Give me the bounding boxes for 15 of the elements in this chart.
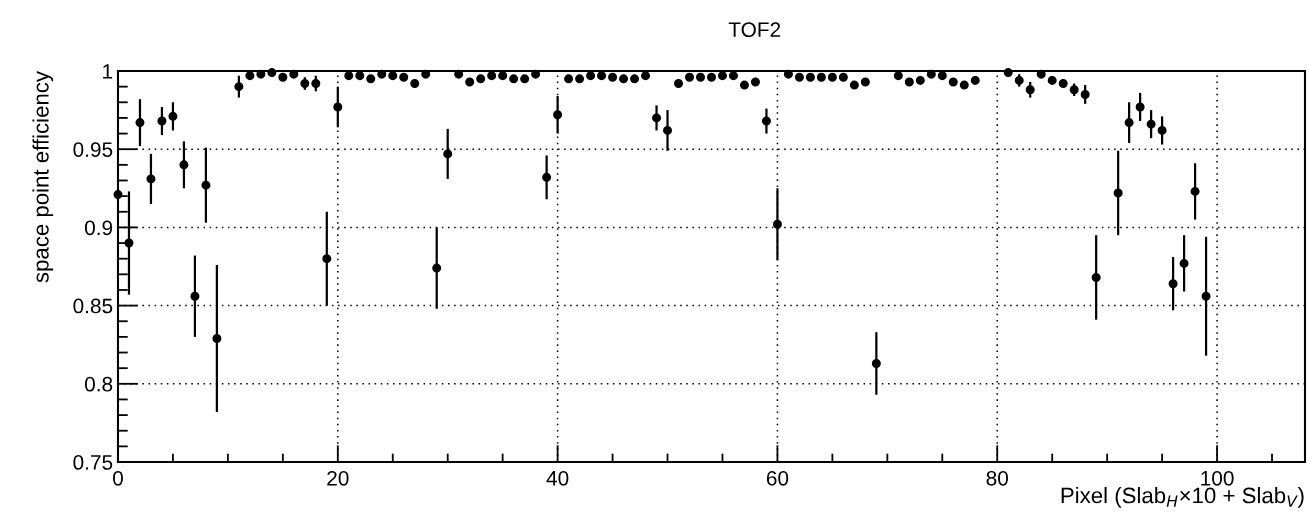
y-tick-label: 1 bbox=[103, 64, 113, 79]
x-tick-label: 100 bbox=[1201, 470, 1234, 486]
y-tick-label: 0.9 bbox=[84, 220, 113, 236]
x-axis-title: Pixel (Slab$_{H}$×10 + Slab$_{V}$) bbox=[1061, 486, 1304, 508]
x-tick-label: 60 bbox=[766, 470, 789, 486]
y-tick-label: 0.95 bbox=[73, 142, 113, 157]
y-tick-label: 0.75 bbox=[73, 455, 113, 470]
y-axis-title: space point efficiency bbox=[32, 71, 54, 283]
x-tick-label: 20 bbox=[327, 470, 349, 486]
x-tick-label: 80 bbox=[986, 470, 1009, 486]
chart-title: TOF2 bbox=[728, 22, 781, 38]
x-tick-label: 40 bbox=[546, 470, 569, 486]
y-tick-label: 0.85 bbox=[73, 298, 113, 314]
y-tick-label: 0.8 bbox=[84, 376, 113, 392]
x-tick-label: 0 bbox=[113, 470, 123, 486]
